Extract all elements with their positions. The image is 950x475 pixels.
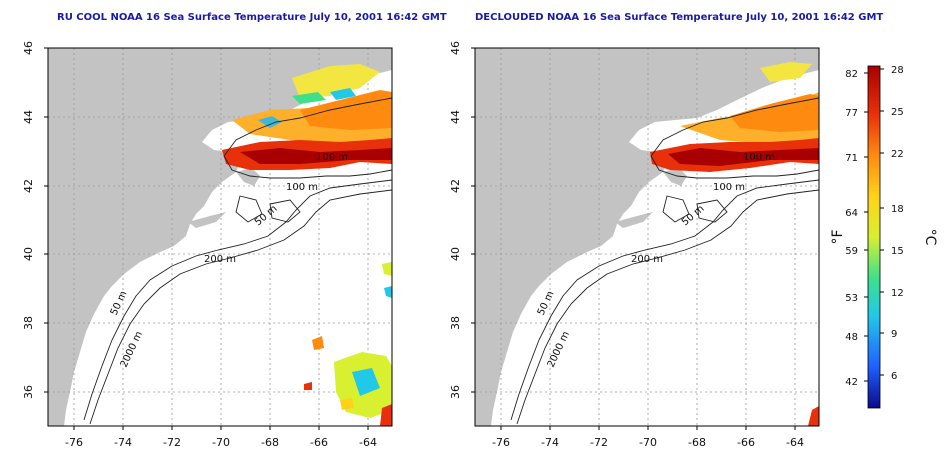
fahrenheit-tick-label: 71 (845, 153, 858, 164)
lon-tick-label: -68 (261, 436, 279, 449)
lon-tick-label: -68 (688, 436, 706, 449)
lon-tick-label: -66 (737, 436, 755, 449)
lat-tick-label: 38 (22, 316, 35, 330)
bathymetry-contours (83, 97, 392, 425)
lon-tick-label: -72 (590, 436, 608, 449)
lat-tick-label: 46 (449, 41, 462, 55)
lon-tick-label: -76 (492, 436, 510, 449)
temperature-colorbar: 82 77 71 64 59 53 48 42 28 25 22 18 15 1… (830, 65, 938, 409)
fahrenheit-axis-label: °F (830, 229, 846, 244)
fahrenheit-tick-label: 53 (845, 293, 858, 304)
celsius-tick-label: 18 (891, 204, 904, 215)
lat-tick-label: 42 (449, 179, 462, 193)
celsius-tick-labels: 28 25 22 18 15 12 9 6 (891, 65, 904, 382)
long-island (188, 212, 226, 228)
axis-ticks (471, 47, 796, 430)
cape-cod (236, 168, 260, 186)
lat-tick-label: 44 (449, 110, 462, 124)
fahrenheit-tick-label: 48 (845, 332, 858, 343)
lat-tick-label: 44 (22, 110, 35, 124)
fahrenheit-tick-labels: 82 77 71 64 59 53 48 42 (845, 69, 858, 388)
fahrenheit-tick-label: 82 (845, 69, 858, 80)
contour-label-100m: 100 m (316, 152, 348, 163)
contour-label-100m: 100 m (286, 182, 318, 193)
lat-tick-label: 36 (22, 385, 35, 399)
lat-tick-label: 36 (449, 385, 462, 399)
contour-label-100m: 100 m (743, 152, 775, 163)
latitude-tick-labels: 46 44 42 40 38 36 (449, 41, 462, 399)
right-map-title: DECLOUDED NOAA 16 Sea Surface Temperatur… (475, 12, 884, 23)
colorbar-gradient (867, 65, 881, 409)
celsius-tick-label: 6 (891, 371, 897, 382)
map-frame (47, 47, 393, 427)
cape-cod (663, 168, 687, 186)
lat-tick-label: 46 (22, 41, 35, 55)
celsius-tick-label: 28 (891, 65, 904, 76)
fahrenheit-tick-label: 64 (845, 208, 858, 219)
contour-label-100m: 100 m (713, 182, 745, 193)
lon-tick-label: -74 (114, 436, 132, 449)
lon-tick-label: -66 (310, 436, 328, 449)
latitude-tick-labels: 46 44 42 40 38 36 (22, 41, 35, 399)
fahrenheit-tick-label: 59 (845, 246, 858, 257)
bathymetry-contours (510, 97, 819, 425)
lat-tick-label: 40 (449, 247, 462, 261)
lon-tick-label: -64 (359, 436, 377, 449)
longitude-tick-labels: -76 -74 -72 -70 -68 -66 -64 (492, 436, 804, 449)
fahrenheit-tick-label: 42 (845, 377, 858, 388)
lon-tick-label: -76 (65, 436, 83, 449)
celsius-tick-label: 15 (891, 246, 904, 257)
long-island (615, 212, 653, 228)
lon-tick-label: -72 (163, 436, 181, 449)
land-mass (475, 48, 819, 426)
lon-tick-label: -70 (639, 436, 657, 449)
contour-label-200m: 200 m (631, 254, 663, 265)
lon-tick-label: -74 (541, 436, 559, 449)
celsius-axis-label: °C (922, 229, 938, 246)
celsius-tick-label: 12 (891, 288, 904, 299)
left-map-title: RU COOL NOAA 16 Sea Surface Temperature … (57, 12, 447, 23)
land-mass (48, 48, 392, 426)
lat-tick-label: 40 (22, 247, 35, 261)
axis-ticks (44, 47, 369, 430)
map-frame (474, 47, 820, 427)
lon-tick-label: -70 (212, 436, 230, 449)
lat-tick-label: 38 (449, 316, 462, 330)
sst-data-overlay (650, 62, 819, 426)
sst-data-overlay (222, 64, 392, 426)
contour-label-200m: 200 m (204, 254, 236, 265)
celsius-tick-label: 22 (891, 149, 904, 160)
colorbar-ticks (864, 68, 884, 382)
celsius-tick-label: 25 (891, 107, 904, 118)
longitude-tick-labels: -76 -74 -72 -70 -68 -66 -64 (65, 436, 377, 449)
celsius-tick-label: 9 (891, 329, 897, 340)
left-map-panel: 100 m 100 m 50 m 200 m 50 m 2000 m -76 -… (22, 41, 393, 449)
fahrenheit-tick-label: 77 (845, 108, 858, 119)
lat-tick-label: 42 (22, 179, 35, 193)
right-map-panel: 100 m 100 m 50 m 200 m 50 m 2000 m -76 -… (449, 41, 820, 449)
lon-tick-label: -64 (786, 436, 804, 449)
